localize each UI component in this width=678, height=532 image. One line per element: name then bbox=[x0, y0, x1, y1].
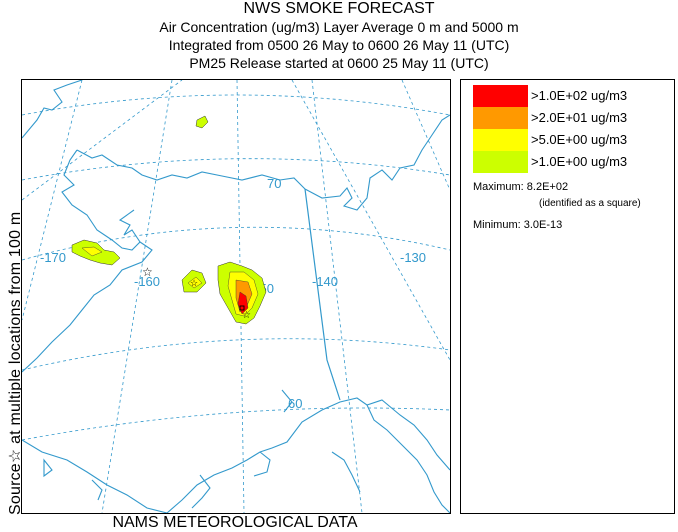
minimum-value: Minimum: 3.0E-13 bbox=[473, 219, 563, 231]
legend-label: >2.0E+01 ug/m3 bbox=[531, 110, 628, 125]
subtitle-line-3: PM25 Release started at 0600 25 May 11 (… bbox=[189, 55, 489, 71]
map-canvas[interactable]: -170 -160 -150 -140 -130 70 60 ☆ ☆ ☆ bbox=[22, 80, 450, 513]
map-title: NWS SMOKE FORECAST bbox=[243, 0, 435, 17]
legend-label: >1.0E+00 ug/m3 bbox=[531, 154, 628, 169]
plume-west-core bbox=[81, 246, 103, 257]
legend-item: >5.0E+00 ug/m3 bbox=[473, 129, 668, 151]
smoke-plumes bbox=[71, 115, 267, 325]
legend-swatch bbox=[473, 129, 528, 151]
source-star-icon: ☆ bbox=[190, 278, 198, 288]
lon-170-label: -170 bbox=[40, 250, 66, 265]
lat-60-label: 60 bbox=[288, 396, 302, 411]
legend-label: >5.0E+00 ug/m3 bbox=[531, 132, 628, 147]
coastline bbox=[22, 80, 450, 513]
plume-east-peak bbox=[237, 291, 249, 315]
lon-130-label: -130 bbox=[400, 250, 426, 265]
legend-label: >1.0E+02 ug/m3 bbox=[531, 88, 628, 103]
source-star-icon: ☆ bbox=[242, 310, 251, 321]
legend-swatch bbox=[473, 151, 528, 173]
maximum-value: Maximum: 8.2E+02 bbox=[473, 181, 569, 193]
plume-central-core bbox=[187, 276, 203, 289]
lon-140-label: -140 bbox=[312, 274, 338, 289]
legend-item: >1.0E+02 ug/m3 bbox=[473, 85, 668, 107]
legend-item: >1.0E+00 ug/m3 bbox=[473, 151, 668, 173]
source-markers: ☆ ☆ ☆ bbox=[142, 265, 251, 321]
subtitle-line-1: Air Concentration (ug/m3) Layer Average … bbox=[159, 19, 519, 35]
plume-north bbox=[195, 115, 209, 129]
legend-swatch bbox=[473, 107, 528, 129]
map-panel[interactable]: -170 -160 -150 -140 -130 70 60 ☆ ☆ ☆ bbox=[21, 79, 451, 514]
source-star-icon: ☆ bbox=[142, 265, 153, 279]
lon-160-label: -160 bbox=[134, 274, 160, 289]
legend-swatch bbox=[473, 85, 528, 107]
legend-panel: >1.0E+02 ug/m3 >2.0E+01 ug/m3 >5.0E+00 u… bbox=[460, 79, 675, 514]
lat-70-label: 70 bbox=[267, 176, 281, 191]
footer-label: NAMS METEOROLOGICAL DATA bbox=[112, 514, 358, 531]
border-line bbox=[304, 188, 341, 401]
subtitle-line-2: Integrated from 0500 26 May to 0600 26 M… bbox=[168, 37, 510, 53]
maximum-note: (identified as a square) bbox=[539, 198, 641, 209]
legend-item: >2.0E+01 ug/m3 bbox=[473, 107, 668, 129]
maximum-square-icon bbox=[239, 305, 245, 311]
